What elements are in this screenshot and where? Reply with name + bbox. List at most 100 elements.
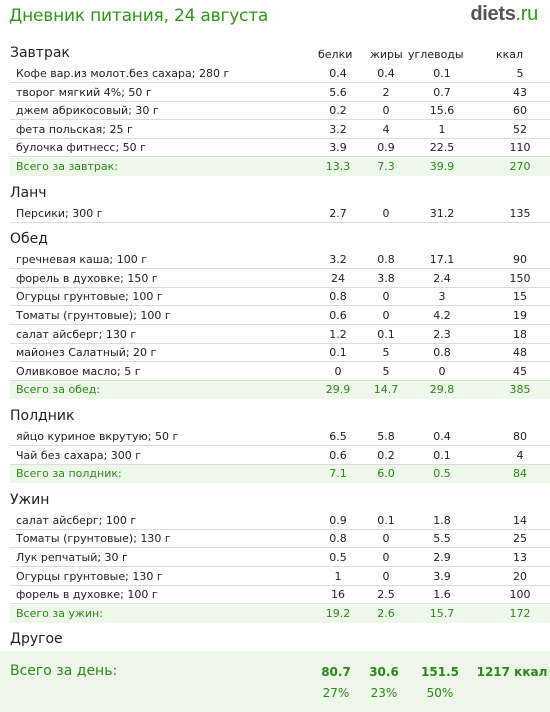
carbs-value: 0.8 [433, 346, 451, 360]
kcal-value: 45 [513, 364, 527, 378]
fat-value: 0 [382, 551, 390, 564]
food-row: Огурцы грунтовые; 100 г 0.8 0 3 15 [10, 288, 550, 307]
food-row: Томаты (грунтовые); 100 г 0.6 0 4.2 19 [10, 307, 550, 325]
day-total-fat: 30.6 [369, 665, 399, 679]
food-name: Томаты (грунтовые); 100 г [16, 309, 171, 322]
fat-value: 4 [382, 122, 390, 136]
food-name: Персики; 300 г [16, 206, 103, 220]
kcal-value: 60 [513, 104, 527, 118]
carbs-value: 0 [438, 364, 446, 378]
carbs-value: 0.7 [433, 85, 451, 99]
fat-value: 0.4 [377, 67, 395, 80]
kcal-value: 14 [513, 513, 527, 527]
carbs-value: 0.1 [433, 448, 451, 462]
protein-value: 24 [331, 271, 345, 285]
food-name: салат айсберг; 130 г [16, 327, 137, 341]
fat-value: 5.8 [377, 430, 395, 443]
day-total: Всего за день: 80.7 30.6 151.5 1217 ккал… [0, 651, 550, 712]
carbs-value: 2.4 [433, 271, 451, 285]
fat-value: 14.7 [373, 383, 399, 397]
fat-value: 0.1 [377, 513, 395, 527]
kcal-value: 90 [513, 253, 527, 267]
carbs-value: 1 [438, 122, 446, 136]
section-title: Другое [10, 631, 63, 648]
logo-main: diets [470, 3, 516, 25]
food-row: гречневая каша; 100 г 3.2 0.8 17.1 90 [10, 251, 550, 270]
kcal-value: 20 [513, 569, 527, 583]
carbs-value: 31.2 [429, 206, 455, 220]
fat-value: 0.9 [377, 141, 395, 155]
food-row: фета польская; 25 г 3.2 4 1 52 [10, 120, 550, 139]
site-logo[interactable]: diets.ru [470, 3, 538, 26]
protein-value: 7.1 [329, 467, 347, 481]
food-name: майонез Салатный; 20 г [16, 346, 157, 360]
section-title: Ужин [10, 491, 50, 508]
section-title: Завтрак [10, 45, 70, 61]
carbs-value: 2.3 [433, 327, 451, 341]
fat-value: 0 [382, 206, 390, 220]
fat-value: 5 [382, 346, 390, 360]
food-row: Огурцы грунтовые; 130 г 1 0 3.9 20 [10, 567, 550, 586]
kcal-value: 385 [509, 383, 531, 397]
protein-value: 0.1 [329, 346, 347, 360]
protein-value: 0.6 [329, 448, 347, 462]
protein-value: 3.9 [329, 141, 347, 155]
fat-value: 0 [382, 290, 390, 304]
protein-value: 1 [334, 569, 342, 583]
fat-value: 2.6 [377, 606, 395, 620]
protein-value: 0.4 [329, 67, 347, 80]
food-name: салат айсберг; 100 г [16, 513, 137, 527]
day-total-fat-pct: 23% [370, 686, 398, 700]
carbs-value: 39.9 [429, 160, 455, 173]
col-fat-header: жиры [370, 48, 403, 61]
carbs-value: 3.9 [433, 569, 451, 583]
fat-value: 7.3 [377, 160, 395, 173]
fat-value: 2.5 [377, 588, 395, 602]
food-row: салат айсберг; 130 г 1.2 0.1 2.3 18 [10, 325, 550, 344]
food-name: Оливковое масло; 5 г [16, 364, 141, 378]
food-name: Всего за обед: [16, 383, 101, 397]
kcal-value: 15 [513, 290, 527, 304]
food-name: булочка фитнесс; 50 г [16, 141, 146, 155]
food-name: яйцо куриное вкрутую; 50 г [16, 430, 179, 443]
carbs-value: 1.8 [433, 513, 451, 527]
fat-value: 2 [382, 85, 390, 99]
protein-value: 5.6 [329, 85, 347, 99]
carbs-value: 15.6 [429, 104, 455, 118]
kcal-value: 80 [513, 430, 527, 443]
food-name: Чай без сахара; 300 г [16, 448, 142, 462]
food-name: гречневая каша; 100 г [16, 253, 147, 267]
kcal-value: 13 [513, 551, 527, 564]
food-name: фета польская; 25 г [16, 122, 133, 136]
logo-tld: .ru [515, 3, 539, 25]
kcal-value: 135 [509, 206, 531, 220]
food-name: Всего за завтрак: [16, 160, 119, 173]
fat-value: 0 [382, 532, 390, 546]
kcal-value: 270 [509, 160, 531, 173]
day-total-label: Всего за день: [10, 663, 118, 679]
food-row: Лук репчатый; 30 г 0.5 0 2.9 13 [10, 549, 550, 567]
food-row: салат айсберг; 100 г 0.9 0.1 1.8 14 [10, 511, 550, 530]
food-row: Томаты (грунтовые); 130 г 0.8 0 5.5 25 [10, 530, 550, 549]
food-name: форель в духовке; 100 г [16, 588, 158, 602]
header: Дневник питания, 24 августа diets.ru [0, 0, 550, 36]
kcal-value: 4 [516, 448, 524, 462]
kcal-value: 18 [513, 327, 527, 341]
section-title: Ланч [10, 184, 47, 201]
food-row: Оливковое масло; 5 г 0 5 0 45 [10, 362, 550, 381]
carbs-value: 1.6 [433, 588, 451, 602]
carbs-value: 2.9 [433, 551, 451, 564]
food-row: форель в духовке; 150 г 24 3.8 2.4 150 [10, 269, 550, 288]
section-title: Обед [10, 231, 48, 248]
day-total-carbs-pct: 50% [426, 686, 454, 700]
kcal-value: 43 [513, 85, 527, 99]
food-row: Персики; 300 г 2.7 0 31.2 135 [10, 204, 550, 223]
protein-value: 1.2 [329, 327, 347, 341]
food-row: булочка фитнесс; 50 г 3.9 0.9 22.5 110 [10, 139, 550, 158]
food-name: творог мягкий 4%; 50 г [16, 85, 152, 99]
meal-total-row: Всего за полдник: 7.1 6.0 0.5 84 [10, 465, 550, 484]
fat-value: 5 [382, 364, 390, 378]
carbs-value: 29.8 [429, 383, 455, 397]
food-row: джем абрикосовый; 30 г 0.2 0 15.6 60 [10, 102, 550, 121]
